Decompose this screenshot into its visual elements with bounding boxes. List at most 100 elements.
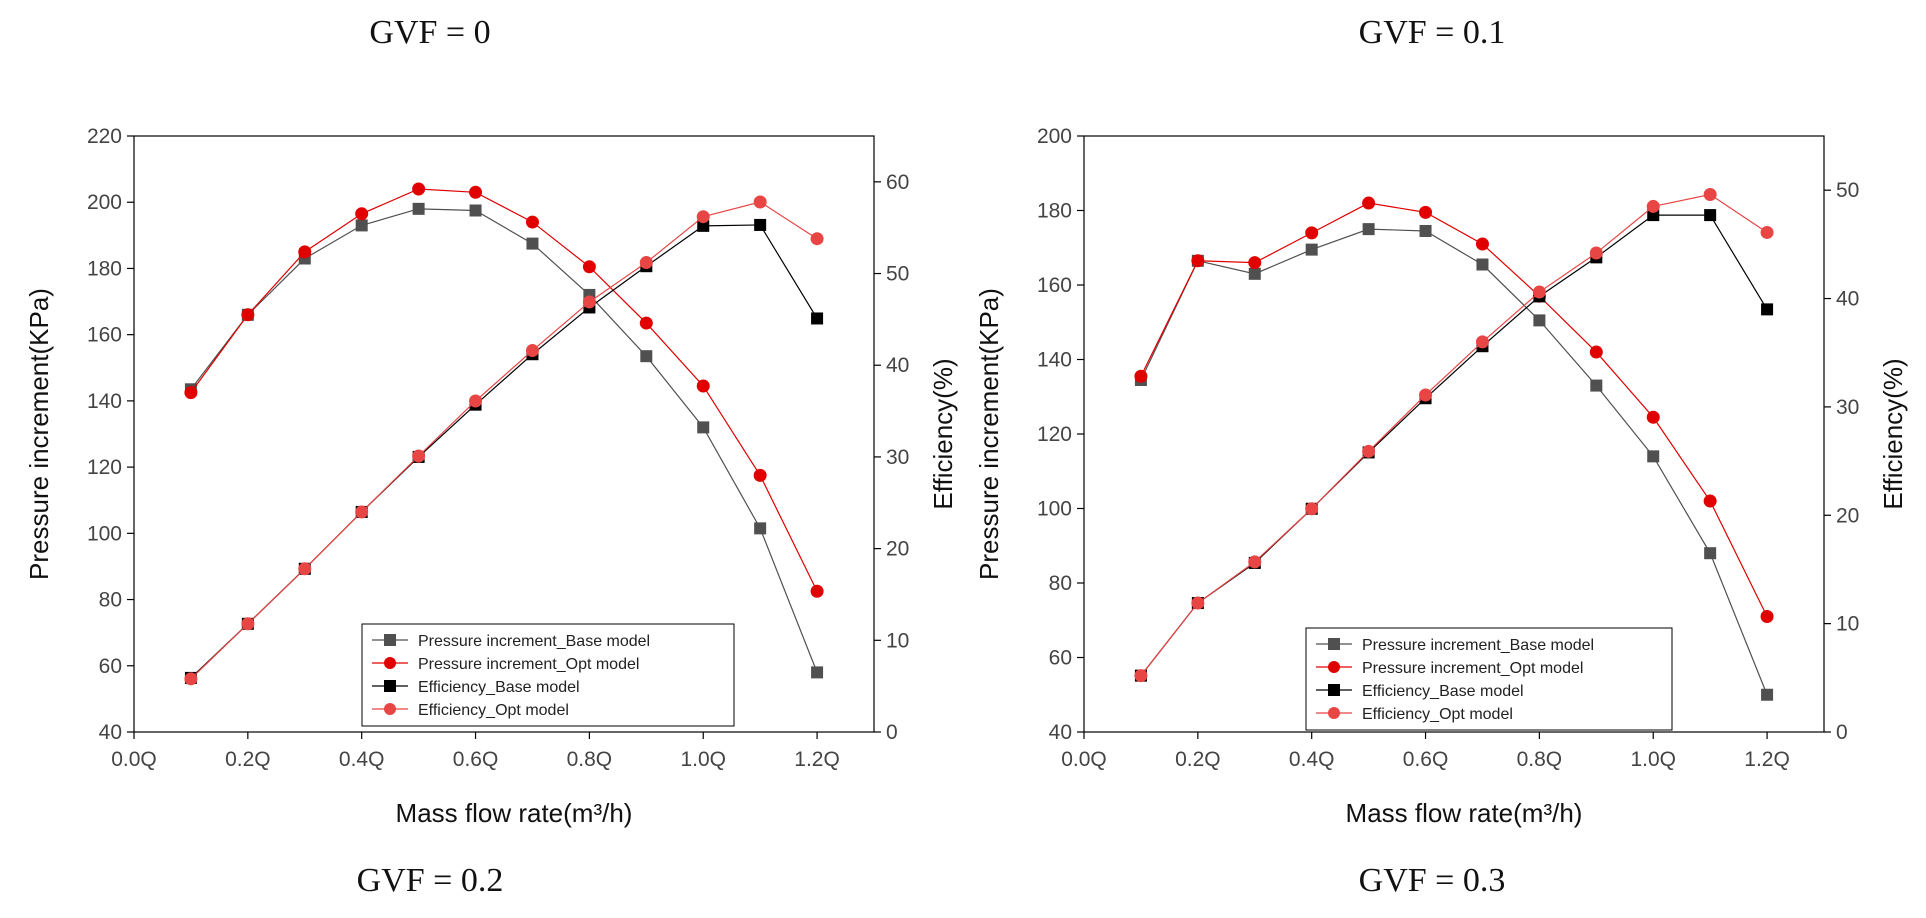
data-point [582, 295, 596, 309]
x-tick-label: 0.8Q [1517, 748, 1563, 771]
y-tick-label: 40 [1049, 721, 1072, 744]
data-point [1475, 335, 1489, 349]
y-tick-label: 160 [87, 324, 122, 347]
y-tick-label: 80 [1049, 572, 1072, 595]
y-tick-label: 220 [87, 125, 122, 148]
caption-gvf-0-2: GVF = 0.2 [356, 862, 504, 899]
data-point [1362, 196, 1376, 210]
y-tick-label: 60 [1049, 647, 1072, 670]
y2-tick-label: 0 [1836, 721, 1848, 744]
x-tick-label: 0.8Q [567, 748, 613, 771]
data-point [412, 182, 426, 196]
y2-tick-label: 30 [1836, 396, 1859, 419]
data-point [639, 256, 653, 270]
legend-label: Pressure increment_Base model [418, 633, 650, 650]
data-point [1646, 199, 1660, 213]
data-point [1191, 254, 1205, 268]
y-tick-label: 140 [87, 390, 122, 413]
data-point [1305, 502, 1319, 516]
legend-label: Efficiency_Base model [418, 679, 580, 696]
y2-tick-label: 20 [886, 538, 909, 561]
y-tick-label: 160 [1037, 274, 1072, 297]
series-line [190, 208, 818, 673]
data-point [469, 394, 483, 408]
y-tick-label: 200 [87, 191, 122, 214]
data-point [754, 522, 767, 535]
data-point [753, 468, 767, 482]
x-tick-label: 0.4Q [1289, 748, 1335, 771]
data-point [184, 386, 198, 400]
data-point [1248, 256, 1262, 270]
y-tick-label: 60 [99, 655, 122, 678]
data-point [697, 421, 710, 434]
data-point [697, 219, 710, 232]
series-line [190, 201, 818, 680]
data-point [810, 232, 824, 246]
caption-gvf-0-1: GVF = 0.1 [1358, 14, 1506, 51]
y-tick-label: 120 [87, 456, 122, 479]
data-point [754, 218, 767, 231]
data-point [753, 195, 767, 209]
chart-panel-1: 0.0Q 0.2Q 0.4Q 0.6Q 0.8Q 1.0Q 1.2Q406080100120… [24, 125, 958, 828]
series-efficiency-opt-model [184, 195, 824, 686]
data-point [298, 562, 312, 576]
x-tick-label: 0.0Q [111, 748, 157, 771]
y2-tick-label: 10 [1836, 613, 1859, 636]
y2-tick-label: 10 [886, 629, 909, 652]
data-point [1248, 555, 1262, 569]
x-tick-label: 0.0Q [1061, 748, 1107, 771]
data-point [1134, 369, 1148, 383]
y2-axis-title: Efficiency(%) [1878, 358, 1908, 509]
y2-tick-label: 0 [886, 721, 898, 744]
series-line [190, 188, 818, 592]
legend-label: Efficiency_Opt model [1362, 706, 1513, 723]
data-point [469, 204, 482, 217]
data-point [1419, 224, 1432, 237]
data-point [1760, 610, 1774, 624]
legend-label: Pressure increment_Opt model [418, 656, 639, 673]
legend-swatch-marker [1328, 638, 1340, 650]
x-tick-label: 1.0Q [680, 748, 726, 771]
y2-tick-label: 60 [886, 171, 909, 194]
series-line [1140, 202, 1768, 617]
y2-tick-label: 30 [886, 446, 909, 469]
y-tick-label: 100 [87, 522, 122, 545]
series-pressure-increment-opt-model [1134, 196, 1774, 624]
data-point [469, 185, 483, 199]
data-point [1419, 388, 1433, 402]
y-tick-label: 120 [1037, 423, 1072, 446]
data-point [1703, 494, 1717, 508]
data-point [355, 505, 369, 519]
y-axis-title: Pressure increment(KPa) [974, 288, 1004, 580]
data-point [1589, 345, 1603, 359]
data-point [526, 237, 539, 250]
data-point [639, 316, 653, 330]
data-point [1589, 246, 1603, 260]
data-point [1761, 303, 1774, 316]
series-efficiency-base-model [184, 218, 824, 684]
data-point [184, 672, 198, 686]
data-point [1590, 379, 1603, 392]
data-point [1476, 258, 1489, 271]
series-line [190, 224, 818, 679]
data-point [1305, 226, 1319, 240]
data-point [1533, 314, 1546, 327]
x-tick-label: 0.4Q [339, 748, 385, 771]
y-tick-label: 200 [1037, 125, 1072, 148]
plot-frame [133, 135, 875, 733]
data-point [412, 449, 426, 463]
series-efficiency-base-model [1134, 209, 1774, 682]
data-point [582, 260, 596, 274]
legend-swatch-marker [384, 680, 396, 692]
data-point [355, 207, 369, 221]
data-point [525, 215, 539, 229]
y-tick-label: 100 [1037, 498, 1072, 521]
y2-tick-label: 50 [1836, 179, 1859, 202]
y2-tick-label: 40 [1836, 288, 1859, 311]
data-point [1248, 267, 1261, 280]
y-tick-label: 80 [99, 589, 122, 612]
legend-label: Efficiency_Base model [1362, 683, 1524, 700]
x-axis-title: Mass flow rate(m³/h) [1346, 798, 1583, 828]
data-point [355, 219, 368, 232]
legend-swatch-marker [384, 657, 396, 669]
